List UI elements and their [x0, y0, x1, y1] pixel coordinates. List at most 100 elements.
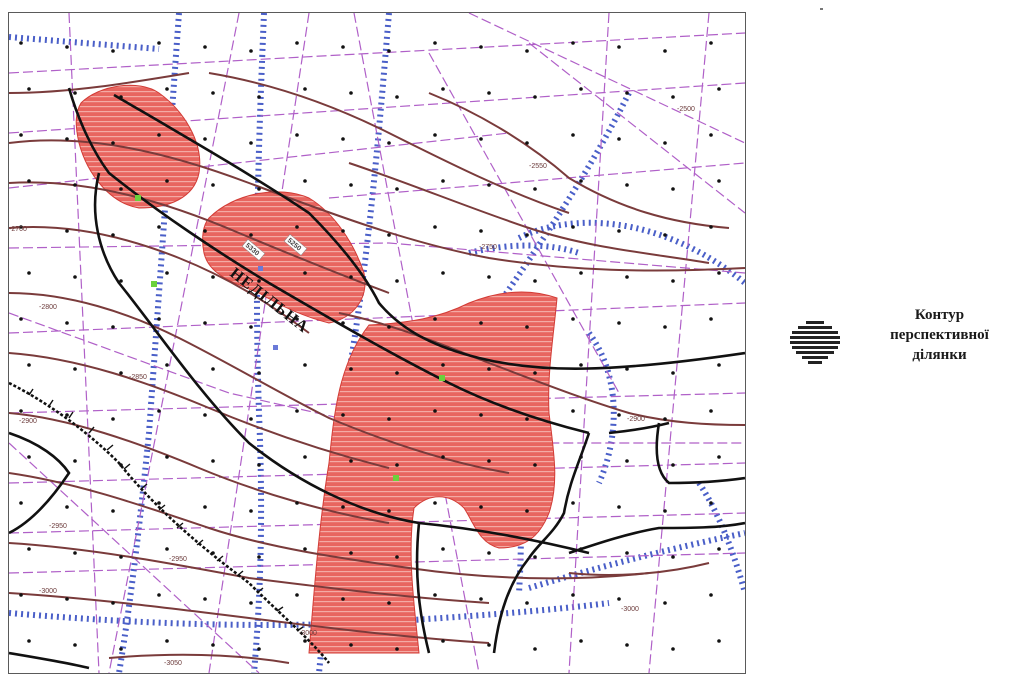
- contour-line: [9, 139, 745, 272]
- survey-point: [65, 413, 69, 417]
- survey-point: [157, 317, 161, 321]
- survey-point: [441, 87, 445, 91]
- survey-point: [157, 225, 161, 229]
- survey-point: [303, 87, 307, 91]
- fault-line: [492, 557, 531, 654]
- fault-line: [415, 522, 431, 654]
- survey-point: [249, 417, 253, 421]
- contour-line: [9, 292, 510, 474]
- survey-point: [579, 179, 583, 183]
- contour-line: [568, 562, 710, 576]
- contour-label: -2850: [129, 374, 147, 381]
- contour-label: -3000: [621, 606, 639, 613]
- survey-point: [295, 317, 299, 321]
- survey-point: [671, 555, 675, 559]
- survey-point: [119, 279, 123, 283]
- survey-point: [617, 45, 621, 49]
- survey-point: [433, 593, 437, 597]
- survey-point: [303, 455, 307, 459]
- survey-point: [617, 505, 621, 509]
- survey-point: [395, 555, 399, 559]
- survey-point: [349, 91, 353, 95]
- survey-point: [19, 133, 23, 137]
- survey-point: [349, 367, 353, 371]
- survey-point: [157, 593, 161, 597]
- anomaly-band: [251, 13, 267, 673]
- seismic-line: [9, 302, 745, 334]
- survey-point: [395, 371, 399, 375]
- survey-point: [249, 325, 253, 329]
- survey-point: [663, 601, 667, 605]
- survey-point: [249, 49, 253, 53]
- survey-point: [341, 505, 345, 509]
- survey-point: [625, 275, 629, 279]
- contour-label: -3000: [299, 630, 317, 637]
- survey-point: [433, 501, 437, 505]
- survey-point: [709, 41, 713, 45]
- survey-point: [349, 643, 353, 647]
- survey-point: [625, 183, 629, 187]
- survey-point: [717, 363, 721, 367]
- survey-point: [111, 325, 115, 329]
- survey-point: [717, 639, 721, 643]
- well-marker: [258, 266, 263, 271]
- survey-point: [165, 547, 169, 551]
- survey-point: [579, 363, 583, 367]
- survey-point: [625, 551, 629, 555]
- survey-point: [19, 593, 23, 597]
- survey-point: [487, 367, 491, 371]
- survey-point: [65, 321, 69, 325]
- seismic-line: [428, 52, 620, 394]
- survey-point: [165, 271, 169, 275]
- survey-point: [617, 137, 621, 141]
- faults: [9, 87, 745, 670]
- contour-line: [9, 412, 390, 524]
- survey-point: [579, 271, 583, 275]
- survey-point: [303, 271, 307, 275]
- survey-point: [119, 463, 123, 467]
- survey-point: [487, 275, 491, 279]
- survey-point: [295, 133, 299, 137]
- seismic-line: [528, 42, 745, 214]
- survey-point: [119, 187, 123, 191]
- structural-map: 5330 5250 -2500 -2550 -2700 -2750 -2800 …: [9, 13, 745, 673]
- seismic-line: [9, 82, 745, 134]
- survey-point: [65, 597, 69, 601]
- survey-point: [525, 601, 529, 605]
- point-grid: [19, 41, 721, 651]
- survey-point: [387, 325, 391, 329]
- survey-point: [19, 409, 23, 413]
- contour-label: -2500: [677, 106, 695, 113]
- fault-line: [93, 172, 590, 555]
- survey-point: [73, 643, 77, 647]
- survey-point: [303, 547, 307, 551]
- survey-point: [525, 233, 529, 237]
- contour-line: [338, 312, 745, 426]
- survey-point: [19, 317, 23, 321]
- contour-labels: -2500 -2550 -2700 -2750 -2800 -2850 -290…: [9, 106, 695, 667]
- survey-point: [295, 593, 299, 597]
- anomaly-band: [116, 13, 182, 673]
- contour-label: -2900: [627, 416, 645, 423]
- survey-point: [349, 183, 353, 187]
- well-marker: [393, 475, 399, 481]
- survey-point: [387, 509, 391, 513]
- survey-point: [525, 141, 529, 145]
- survey-point: [663, 141, 667, 145]
- survey-point: [249, 141, 253, 145]
- survey-point: [203, 413, 207, 417]
- survey-point: [395, 187, 399, 191]
- survey-point: [165, 455, 169, 459]
- survey-point: [533, 555, 537, 559]
- survey-point: [165, 179, 169, 183]
- corner-mark: [820, 8, 823, 10]
- survey-point: [211, 183, 215, 187]
- fault-line: [113, 93, 745, 370]
- fault-line: [9, 381, 331, 664]
- survey-point: [533, 463, 537, 467]
- survey-point: [717, 87, 721, 91]
- survey-point: [671, 463, 675, 467]
- thrust-ticks: [28, 388, 304, 632]
- survey-point: [709, 593, 713, 597]
- survey-point: [73, 183, 77, 187]
